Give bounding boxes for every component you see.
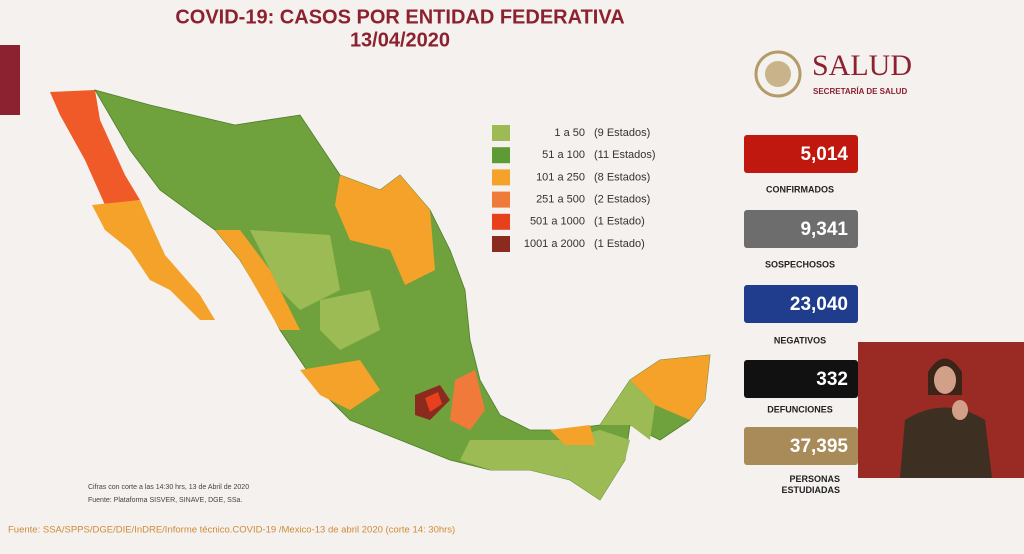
logo-name: SALUD (812, 49, 912, 82)
stat-label: SOSPECHOSOS (765, 259, 835, 269)
legend-count: (8 Estados) (594, 171, 650, 183)
stat-value: 332 (816, 369, 848, 390)
stat-label: PERSONAS ESTUDIADAS (781, 474, 840, 495)
logo-subtitle: SECRETARÍA DE SALUD (813, 87, 907, 96)
stat-value: 5,014 (800, 144, 848, 165)
note: Fuente: Plataforma SISVER, SINAVE, DGE, … (88, 497, 242, 504)
stat-label: NEGATIVOS (774, 335, 826, 345)
legend-range: 51 a 100 (542, 149, 585, 161)
legend-swatch (492, 125, 510, 141)
legend-swatch (492, 191, 510, 208)
legend-swatch (492, 169, 510, 186)
stat-label-wrap: PERSONAS ESTUDIADAS (781, 474, 840, 495)
source: Fuente: SSA/SPPS/DGE/DIE/InDRE/Informe t… (8, 525, 455, 536)
logo: SALUD SECRETARÍA DE SALUD (754, 49, 912, 98)
stat-value: 9,341 (800, 219, 848, 240)
date: 13/04/2020 (350, 29, 450, 51)
note: Cifras con corte a las 14:30 hrs, 13 de … (88, 484, 249, 491)
legend-count: (2 Estados) (594, 194, 650, 206)
legend-swatch (492, 213, 510, 230)
legend-count: (11 Estados) (594, 149, 656, 161)
legend-range: 501 a 1000 (530, 216, 585, 228)
legend-range: 1 a 50 (554, 127, 585, 139)
legend-count: (1 Estado) (594, 238, 645, 250)
legend-count: (1 Estado) (594, 216, 645, 228)
stat-value: 37,395 (790, 436, 849, 457)
stat-label: DEFUNCIONES (767, 404, 833, 414)
accent-bar (0, 45, 20, 115)
interpreter-video (858, 342, 1024, 478)
legend-range: 251 a 500 (536, 194, 585, 206)
legend: 1 a 50 (9 Estados) 51 a 100 (11 Estados) 101… (492, 125, 656, 252)
legend-range: 1001 a 2000 (524, 238, 585, 250)
stat-box: 5,014 9,341 23,040 332 37,395 (744, 135, 858, 465)
legend-swatch (492, 147, 510, 164)
stat-value: 23,040 (790, 294, 848, 315)
legend-range: 101 a 250 (536, 171, 585, 183)
legend-swatch (492, 236, 510, 252)
title: COVID-19: CASOS POR ENTIDAD FEDERATIVA (175, 6, 624, 28)
stat-label: CONFIRMADOS (766, 184, 834, 194)
legend-count: (9 Estados) (594, 127, 650, 139)
map (50, 89, 711, 501)
